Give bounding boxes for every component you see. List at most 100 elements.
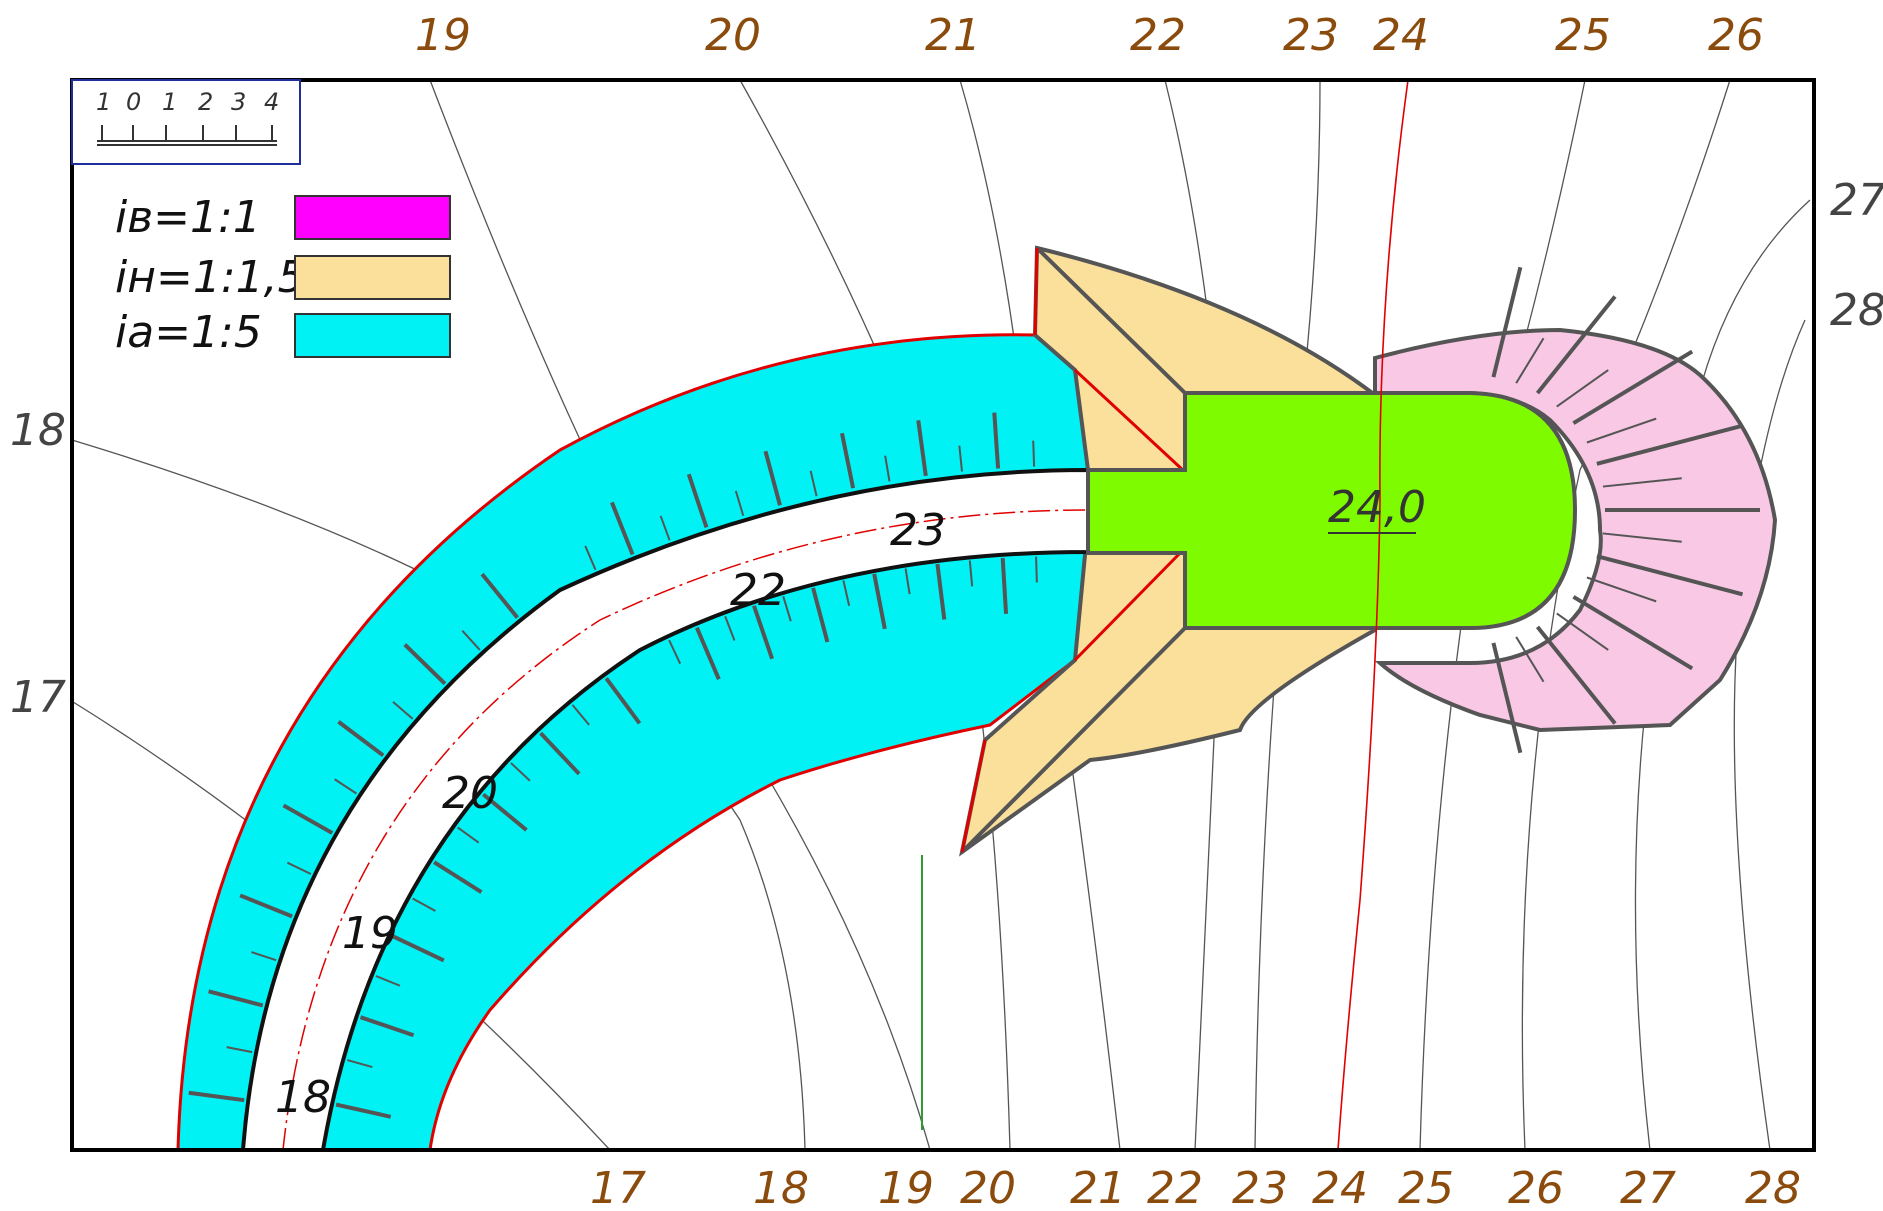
contour-labels-top: 19 20 21 22 23 24 25 26	[415, 10, 1764, 61]
slope-hachure	[809, 470, 818, 497]
contour-label: 18	[10, 405, 66, 456]
slope-hachure	[884, 455, 891, 482]
contour-label: 19	[878, 1163, 934, 1211]
slope-hachure	[752, 605, 774, 660]
legend-swatch-fill-slope	[294, 195, 451, 240]
road-elevation-label: 22	[730, 565, 786, 616]
slope-hachure	[935, 563, 947, 620]
slope-hachure	[992, 412, 1001, 469]
slope-hachure	[958, 445, 963, 472]
slope-hachure	[226, 1046, 253, 1054]
slope-hachure	[668, 639, 682, 665]
road-elevation-label: 20	[442, 768, 498, 819]
slope-hachure	[872, 573, 887, 630]
slope-hachure	[1586, 576, 1657, 603]
slope-hachure	[968, 560, 974, 587]
slope-hachure	[1572, 349, 1694, 425]
slope-hachure	[1535, 295, 1617, 395]
slope-hachure	[1586, 417, 1657, 444]
slope-hachure	[188, 1090, 245, 1103]
slope-hachure	[481, 792, 528, 832]
road-labels: 23 22 20 19 18	[275, 505, 946, 1123]
slope-hachure	[461, 630, 481, 651]
slope-hachure	[1596, 423, 1744, 466]
cut-slope-edges	[960, 246, 1187, 854]
slope-hachure	[1491, 266, 1523, 378]
contour-label: 28	[1830, 285, 1883, 336]
contour-label: 17	[590, 1163, 646, 1211]
contour-label: 21	[925, 10, 981, 61]
pink-slope-area	[1373, 327, 1778, 733]
road-elevation-label: 18	[275, 1072, 331, 1123]
scale-bar: 1 0 1 2 3 4	[71, 79, 301, 165]
slope-hachure	[840, 432, 856, 489]
slope-hachure	[1491, 642, 1523, 754]
slope-hachure	[1515, 337, 1545, 384]
contour-labels-side: 18 17 27 28	[10, 175, 1883, 723]
contour-label: 24	[1373, 10, 1429, 61]
slope-hachure	[604, 677, 642, 725]
legend-label-road-slope: iа=1:5	[115, 307, 262, 358]
slope-hachure	[510, 762, 531, 782]
contour-label: 21	[1070, 1163, 1126, 1211]
slope-hachure	[610, 501, 635, 556]
slope-hachure	[584, 545, 597, 571]
scale-tick-label: 2	[198, 88, 213, 116]
legend-label-fill-slope: iв=1:1	[115, 192, 261, 243]
scale-tick-label: 0	[126, 88, 141, 116]
contour-label: 26	[1508, 1163, 1564, 1211]
platform-elevation-mark: 24,0	[1328, 482, 1426, 534]
slope-hachure	[457, 826, 480, 844]
slope-hachure	[763, 450, 782, 506]
slope-hachure	[1556, 369, 1609, 408]
slope-hachure	[734, 490, 745, 517]
slope-hachure	[334, 778, 357, 795]
slope-hachure	[392, 701, 414, 720]
zero-work-line	[1337, 79, 1409, 1151]
slope-hachure	[1535, 625, 1617, 725]
slope-hachure	[480, 572, 519, 619]
slope-hachure	[811, 587, 830, 643]
contour-label: 24	[1312, 1163, 1368, 1211]
slope-hachure	[433, 860, 483, 894]
platform-area	[1086, 391, 1578, 630]
scale-tick-label: 3	[231, 88, 246, 116]
contour-label: 28	[1745, 1163, 1801, 1211]
platform-elevation-label: 24,0	[1328, 482, 1426, 533]
contour-label: 23	[1283, 10, 1339, 61]
slope-hachure	[412, 897, 436, 912]
slope-hachure	[392, 934, 445, 963]
contour-label: 27	[1830, 175, 1883, 226]
slope-hachure	[1000, 557, 1009, 615]
contour-label: 26	[1708, 10, 1764, 61]
slope-hachure	[282, 803, 334, 835]
slope-hachure	[686, 473, 709, 529]
slope-hachure	[659, 515, 671, 541]
scale-tick-label: 1	[162, 88, 177, 116]
slope-hachure	[208, 989, 264, 1008]
slope-hachure	[403, 643, 447, 686]
contour-label: 22	[1130, 10, 1186, 61]
contour-label: 20	[960, 1163, 1016, 1211]
slope-hachure	[842, 580, 851, 606]
scale-tick-label: 4	[264, 88, 279, 116]
contour-label: 19	[415, 10, 471, 61]
cut-slope-red-edges	[960, 247, 1187, 853]
slope-hachure	[916, 420, 928, 477]
slope-hachure	[286, 861, 312, 875]
slope-hachure	[251, 951, 277, 962]
contour-label: 22	[1147, 1163, 1203, 1211]
slope-hachure	[1572, 595, 1694, 671]
slope-hachure	[239, 893, 293, 919]
legend-label-cut-slope: iн=1:1,5	[115, 252, 306, 303]
slope-hachure	[337, 720, 385, 758]
contour-label: 18	[753, 1163, 809, 1211]
slope-hachure	[347, 1059, 373, 1069]
slope-hachure	[782, 596, 792, 622]
slope-hachure	[359, 1015, 415, 1038]
slope-hachure	[1602, 532, 1682, 543]
slope-hachure	[539, 731, 581, 776]
contour-label: 25	[1398, 1163, 1454, 1211]
slope-hachure	[1556, 612, 1609, 651]
